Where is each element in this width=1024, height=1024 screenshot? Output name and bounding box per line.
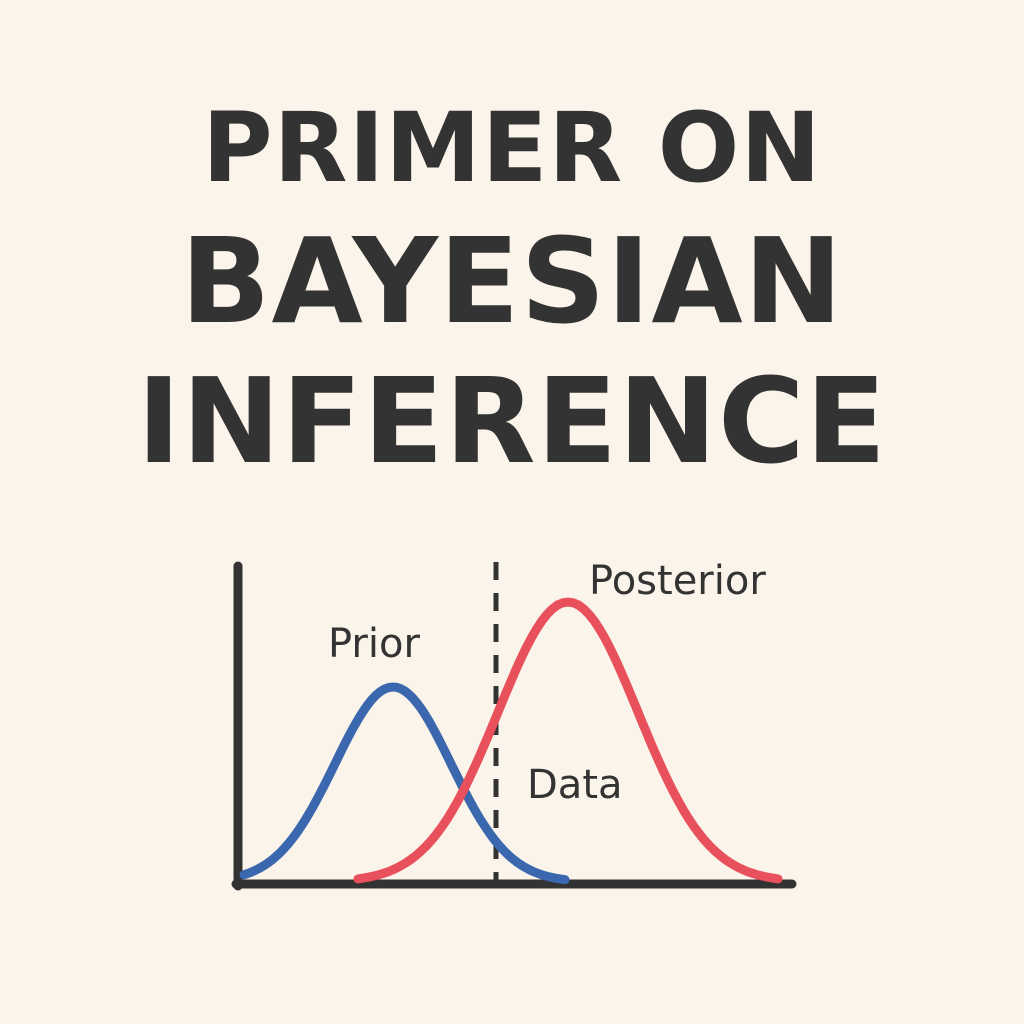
data-label: Data [527,762,623,808]
title-line-2: BAYESIAN [180,212,844,350]
posterior-curve [353,597,783,884]
prior-curve [239,682,570,885]
prior-label: Prior [328,621,420,667]
posterior-label: Posterior [589,558,766,604]
title-line-1: PRIMER ON [202,92,822,204]
title-line-3: INFERENCE [136,352,888,490]
